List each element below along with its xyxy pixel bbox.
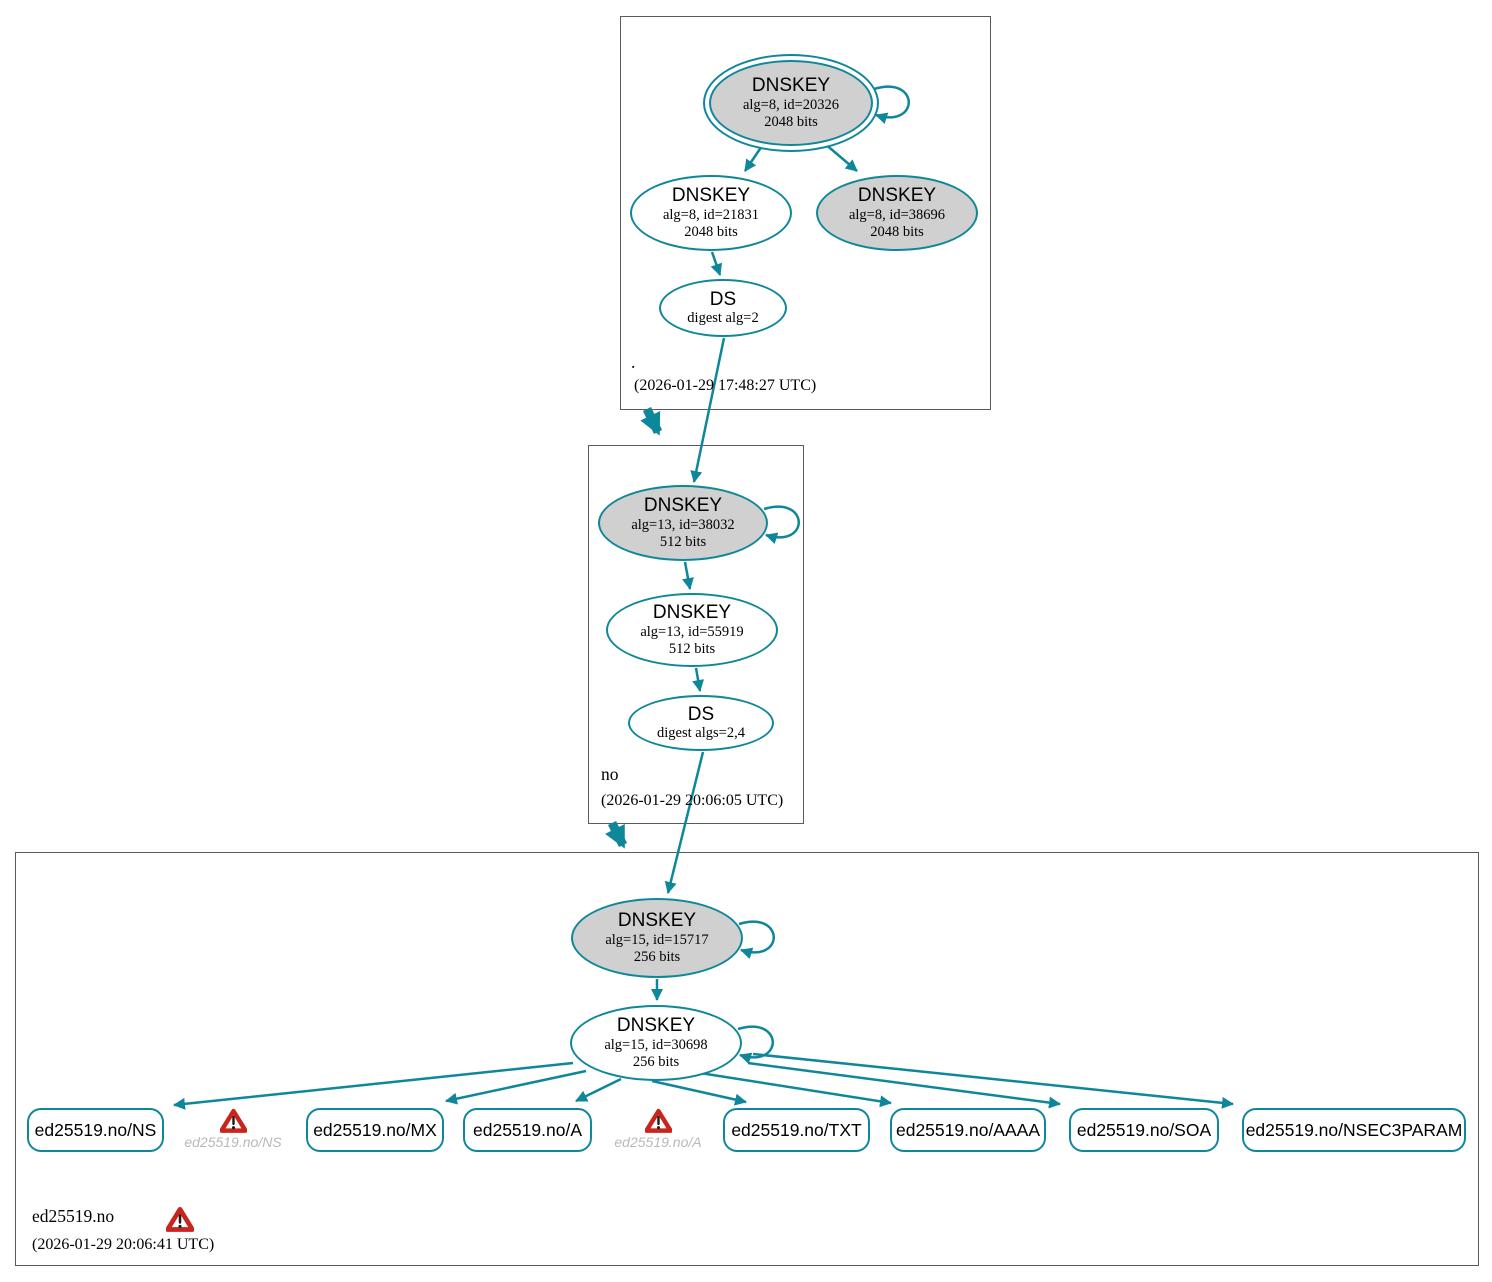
rrset-label: ed25519.no/AAAA (895, 1119, 1040, 1140)
zone-timestamp-root: (2026-01-29 17:48:27 UTC) (634, 377, 817, 394)
zone-name-no: no (601, 764, 619, 784)
rrset-txt[interactable]: ed25519.no/TXT (723, 1108, 870, 1152)
node-title: DNSKEY (652, 601, 732, 623)
node-title: DS (687, 703, 715, 725)
zone-timestamp-no: (2026-01-29 20:06:05 UTC) (601, 792, 784, 809)
rrset-label: ed25519.no/NSEC3PARAM (1245, 1119, 1463, 1140)
zone-box-root (620, 16, 991, 410)
ghost-rrset-a[interactable]: ed25519.no/A (598, 1108, 718, 1150)
dnskey-node-38696[interactable]: DNSKEY alg=8, id=38696 2048 bits (816, 175, 978, 251)
node-attr-bits: 2048 bits (764, 113, 818, 130)
ghost-rrset-label: ed25519.no/A (614, 1134, 702, 1150)
dnskey-node-20326[interactable]: DNSKEY alg=8, id=20326 2048 bits (703, 54, 879, 152)
node-attr-digest: digest alg=2 (687, 310, 759, 327)
node-attr-bits: 512 bits (668, 640, 716, 657)
ghost-rrset-ns[interactable]: ed25519.no/NS (173, 1108, 293, 1150)
zone-name-root: . (631, 352, 636, 372)
zone-timestamp-ed25519-no: (2026-01-29 20:06:41 UTC) (32, 1236, 215, 1253)
edge-delegation-no-ed25519 (605, 820, 628, 849)
node-title: DNSKEY (857, 184, 937, 206)
node-attr-alg-id: alg=13, id=38032 (631, 516, 735, 533)
node-attr-alg-id: alg=8, id=38696 (848, 206, 946, 223)
dnskey-node-38032[interactable]: DNSKEY alg=13, id=38032 512 bits (598, 485, 768, 561)
node-attr-alg-id: alg=8, id=21831 (662, 206, 760, 223)
node-attr-bits: 512 bits (659, 533, 707, 550)
node-attr-bits: 2048 bits (870, 223, 924, 240)
rrset-a[interactable]: ed25519.no/A (463, 1108, 592, 1152)
node-attr-alg-id: alg=8, id=20326 (742, 96, 840, 113)
node-title: DNSKEY (671, 184, 751, 206)
node-attr-digest: digest algs=2,4 (657, 725, 745, 742)
node-attr-bits: 2048 bits (684, 223, 738, 240)
dnskey-node-20326-inner: DNSKEY alg=8, id=20326 2048 bits (709, 60, 873, 146)
rrset-mx[interactable]: ed25519.no/MX (306, 1108, 444, 1152)
zone-warning[interactable] (165, 1206, 195, 1237)
ghost-rrset-label: ed25519.no/NS (184, 1134, 282, 1150)
edge-delegation-root-no (640, 407, 663, 436)
warning-icon (165, 1206, 195, 1232)
ds-node-root[interactable]: DS digest alg=2 (659, 279, 787, 337)
node-attr-bits: 256 bits (633, 948, 681, 965)
node-attr-alg-id: alg=13, id=55919 (640, 623, 744, 640)
zone-box-ed25519-no (15, 852, 1479, 1266)
warning-icon (644, 1108, 672, 1133)
rrset-label: ed25519.no/SOA (1076, 1119, 1212, 1140)
rrset-ns[interactable]: ed25519.no/NS (27, 1108, 164, 1152)
rrset-label: ed25519.no/TXT (731, 1119, 862, 1140)
dnskey-node-30698[interactable]: DNSKEY alg=15, id=30698 256 bits (570, 1005, 742, 1081)
rrset-soa[interactable]: ed25519.no/SOA (1069, 1108, 1219, 1152)
dnskey-node-15717[interactable]: DNSKEY alg=15, id=15717 256 bits (571, 898, 743, 978)
node-title: DNSKEY (616, 1014, 696, 1036)
node-attr-bits: 256 bits (632, 1053, 680, 1070)
node-title: DNSKEY (643, 494, 723, 516)
rrset-label: ed25519.no/NS (34, 1119, 157, 1140)
node-attr-alg-id: alg=15, id=15717 (605, 931, 709, 948)
node-attr-alg-id: alg=15, id=30698 (604, 1036, 708, 1053)
node-title: DNSKEY (751, 74, 831, 96)
dnskey-node-21831[interactable]: DNSKEY alg=8, id=21831 2048 bits (630, 175, 792, 251)
warning-icon (219, 1108, 247, 1133)
node-title: DS (709, 288, 737, 310)
zone-name-ed25519-no: ed25519.no (32, 1206, 115, 1226)
node-title: DNSKEY (617, 909, 697, 931)
rrset-label: ed25519.no/A (473, 1119, 582, 1140)
ds-node-no[interactable]: DS digest algs=2,4 (628, 695, 774, 751)
rrset-label: ed25519.no/MX (313, 1119, 437, 1140)
dnskey-node-55919[interactable]: DNSKEY alg=13, id=55919 512 bits (606, 593, 778, 667)
rrset-aaaa[interactable]: ed25519.no/AAAA (890, 1108, 1046, 1152)
rrset-nsec3param[interactable]: ed25519.no/NSEC3PARAM (1242, 1108, 1466, 1152)
